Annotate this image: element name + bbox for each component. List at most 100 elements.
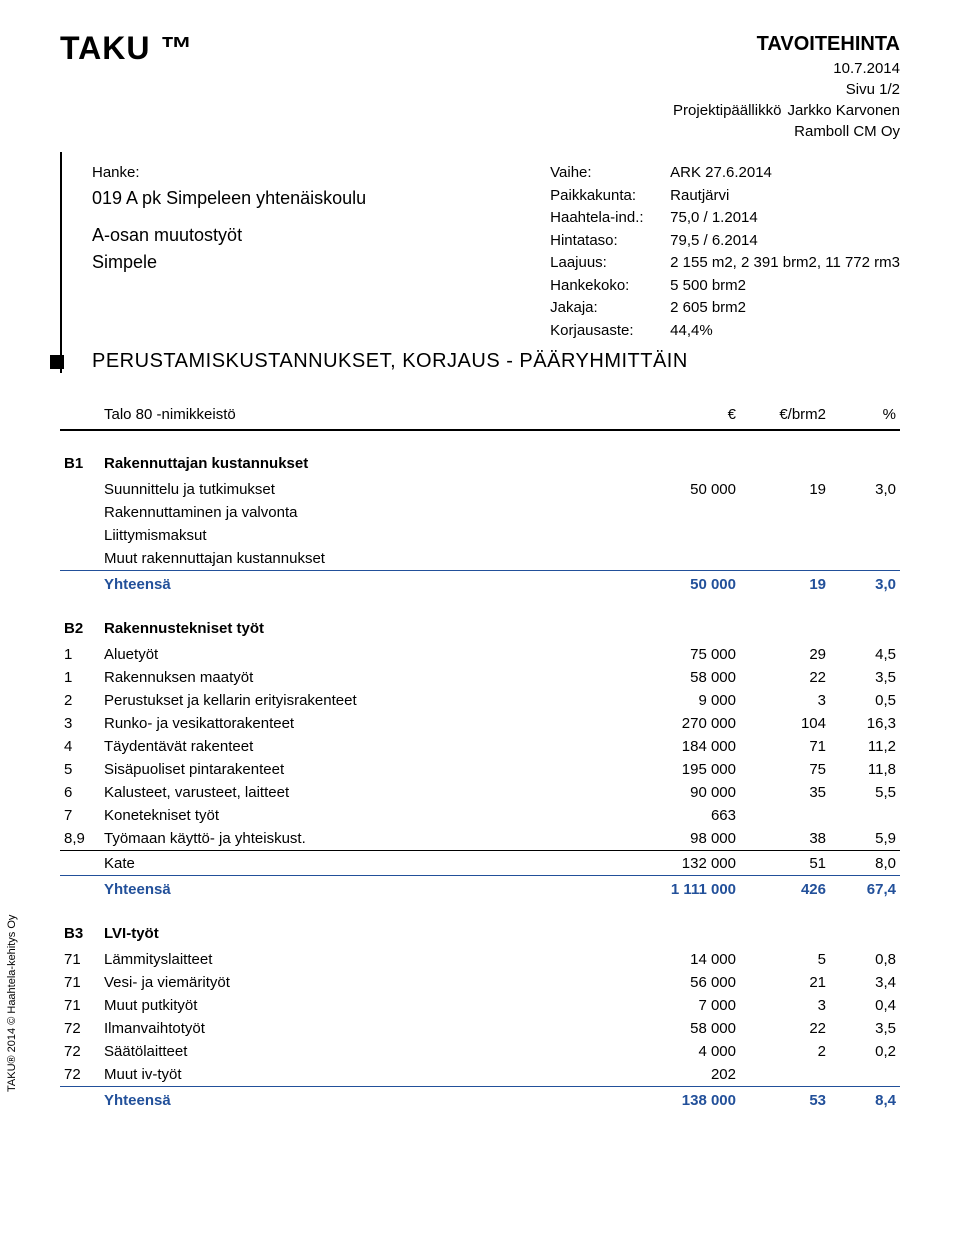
- row-name: Rakennuksen maatyöt: [100, 666, 630, 689]
- row-name: Rakennuttaminen ja valvonta: [100, 501, 630, 524]
- kate-eur: 132 000: [630, 851, 740, 876]
- row-brm: 104: [740, 712, 830, 735]
- cell: [60, 851, 100, 876]
- cell: [60, 571, 100, 597]
- row-code: 5: [60, 758, 100, 781]
- row-pct: [830, 501, 900, 524]
- project-line4: Simpele: [92, 249, 366, 276]
- cell: [630, 901, 740, 948]
- row-pct: 16,3: [830, 712, 900, 735]
- meta-value: 5 500 brm2: [670, 275, 746, 298]
- sum-brm: 19: [740, 571, 830, 597]
- meta-value: Rautjärvi: [670, 185, 729, 208]
- sum-name: Yhteensä: [100, 571, 630, 597]
- group-code: B1: [60, 430, 100, 478]
- project-meta-row: Jakaja:2 605 brm2: [550, 297, 900, 320]
- row-name: Muut putkityöt: [100, 994, 630, 1017]
- table-row: Muut rakennuttajan kustannukset: [60, 547, 900, 571]
- row-eur: 14 000: [630, 948, 740, 971]
- row-pct: 3,5: [830, 666, 900, 689]
- company: Ramboll CM Oy: [673, 121, 900, 142]
- row-name: Suunnittelu ja tutkimukset: [100, 478, 630, 501]
- group-header-row: B3LVI-työt: [60, 901, 900, 948]
- row-brm: 35: [740, 781, 830, 804]
- row-name: Runko- ja vesikattorakenteet: [100, 712, 630, 735]
- meta-label: Jakaja:: [550, 297, 670, 320]
- row-pct: 0,5: [830, 689, 900, 712]
- row-code: 72: [60, 1063, 100, 1087]
- row-name: Täydentävät rakenteet: [100, 735, 630, 758]
- row-code: 71: [60, 948, 100, 971]
- table-row: Rakennuttaminen ja valvonta: [60, 501, 900, 524]
- row-eur: 98 000: [630, 827, 740, 851]
- row-pct: 5,9: [830, 827, 900, 851]
- sum-pct: 67,4: [830, 876, 900, 902]
- hanke-name: 019 A pk Simpeleen yhtenäiskoulu: [92, 185, 366, 212]
- row-code: [60, 478, 100, 501]
- row-code: 1: [60, 666, 100, 689]
- meta-label: Hintataso:: [550, 230, 670, 253]
- copyright-sidetext: TAKU® 2014 © Haahtela-kehitys Oy: [6, 915, 18, 1092]
- page-number: Sivu 1/2: [673, 79, 900, 100]
- project-left: Hanke: 019 A pk Simpeleen yhtenäiskoulu …: [92, 162, 366, 342]
- doc-title: TAVOITEHINTA: [673, 30, 900, 58]
- row-code: 71: [60, 971, 100, 994]
- sum-row: Yhteensä50 000193,0: [60, 571, 900, 597]
- row-pct: 0,4: [830, 994, 900, 1017]
- meta-value: 79,5 / 6.2014: [670, 230, 758, 253]
- row-pct: 3,5: [830, 1017, 900, 1040]
- table-row: 72Ilmanvaihtotyöt58 000223,5: [60, 1017, 900, 1040]
- meta-value: 2 155 m2, 2 391 brm2, 11 772 rm3: [670, 252, 900, 275]
- table-row: 71Lämmityslaitteet14 00050,8: [60, 948, 900, 971]
- row-brm: 21: [740, 971, 830, 994]
- row-pct: 0,8: [830, 948, 900, 971]
- row-brm: 22: [740, 666, 830, 689]
- cell: [740, 901, 830, 948]
- project-line3: A-osan muutostyöt: [92, 222, 366, 249]
- row-name: Säätölaitteet: [100, 1040, 630, 1063]
- row-name: Perustukset ja kellarin erityisrakenteet: [100, 689, 630, 712]
- table-row: 1Aluetyöt75 000294,5: [60, 643, 900, 666]
- row-name: Liittymismaksut: [100, 524, 630, 547]
- meta-label: Paikkakunta:: [550, 185, 670, 208]
- row-name: Muut rakennuttajan kustannukset: [100, 547, 630, 571]
- project-meta-row: Laajuus:2 155 m2, 2 391 brm2, 11 772 rm3: [550, 252, 900, 275]
- sum-pct: 3,0: [830, 571, 900, 597]
- row-brm: 29: [740, 643, 830, 666]
- sum-brm: 426: [740, 876, 830, 902]
- row-brm: 2: [740, 1040, 830, 1063]
- table-row: 5Sisäpuoliset pintarakenteet195 0007511,…: [60, 758, 900, 781]
- row-code: [60, 547, 100, 571]
- cell: [630, 430, 740, 478]
- table-row: 3Runko- ja vesikattorakenteet270 0001041…: [60, 712, 900, 735]
- kate-pct: 8,0: [830, 851, 900, 876]
- row-brm: 75: [740, 758, 830, 781]
- meta-value: ARK 27.6.2014: [670, 162, 772, 185]
- brand-logo: TAKU ™: [60, 30, 193, 67]
- project-meta-row: Hintataso:79,5 / 6.2014: [550, 230, 900, 253]
- sum-eur: 138 000: [630, 1087, 740, 1113]
- table-row: 7Konetekniset työt663: [60, 804, 900, 827]
- row-brm: 3: [740, 689, 830, 712]
- cell: [830, 596, 900, 643]
- col-eur: €: [630, 403, 740, 430]
- row-pct: 3,4: [830, 971, 900, 994]
- cell: [740, 596, 830, 643]
- row-eur: 202: [630, 1063, 740, 1087]
- sum-brm: 53: [740, 1087, 830, 1113]
- row-pct: 5,5: [830, 781, 900, 804]
- meta-value: 75,0 / 1.2014: [670, 207, 758, 230]
- row-eur: 58 000: [630, 1017, 740, 1040]
- row-eur: 195 000: [630, 758, 740, 781]
- row-name: Muut iv-työt: [100, 1063, 630, 1087]
- row-code: [60, 524, 100, 547]
- row-brm: 19: [740, 478, 830, 501]
- bullet-square-icon: [50, 355, 64, 369]
- doc-date: 10.7.2014: [673, 58, 900, 79]
- row-brm: [740, 1063, 830, 1087]
- cell: [60, 1087, 100, 1113]
- sum-row: Yhteensä138 000538,4: [60, 1087, 900, 1113]
- pm-name: Jarkko Karvonen: [787, 102, 900, 119]
- row-brm: 71: [740, 735, 830, 758]
- row-brm: 38: [740, 827, 830, 851]
